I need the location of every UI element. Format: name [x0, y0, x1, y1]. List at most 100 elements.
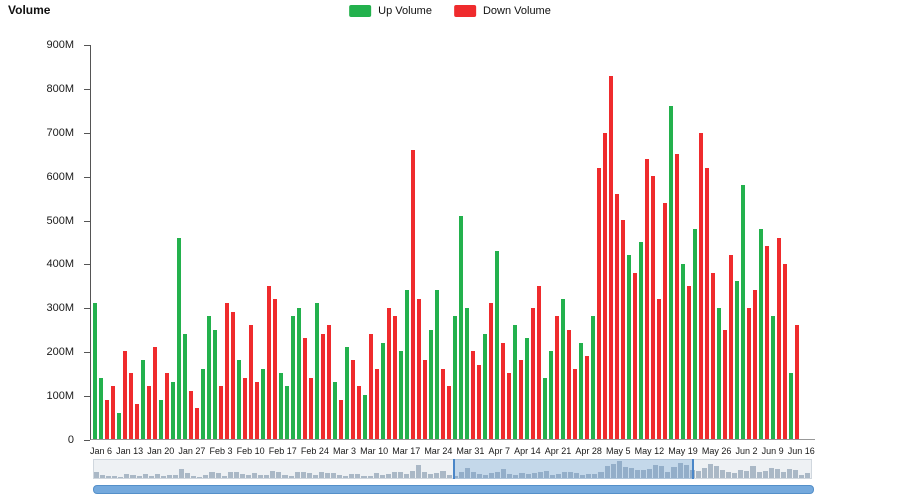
volume-bar-up[interactable] — [279, 373, 283, 439]
volume-bar-up[interactable] — [315, 303, 319, 439]
volume-bar-down[interactable] — [129, 373, 133, 439]
volume-bar-down[interactable] — [699, 132, 703, 439]
volume-bar-up[interactable] — [99, 377, 103, 439]
volume-bar-down[interactable] — [711, 272, 715, 439]
volume-bar-down[interactable] — [489, 303, 493, 439]
volume-bar-down[interactable] — [327, 325, 331, 439]
volume-bar-up[interactable] — [399, 351, 403, 439]
volume-bar-up[interactable] — [261, 368, 265, 439]
volume-bar-up[interactable] — [237, 360, 241, 439]
volume-bar-down[interactable] — [249, 325, 253, 439]
volume-bar-down[interactable] — [255, 382, 259, 439]
volume-bar-down[interactable] — [123, 351, 127, 439]
volume-bar-down[interactable] — [519, 360, 523, 439]
volume-bar-down[interactable] — [243, 377, 247, 439]
volume-bar-down[interactable] — [687, 285, 691, 439]
volume-bar-down[interactable] — [615, 193, 619, 439]
volume-bar-down[interactable] — [309, 377, 313, 439]
volume-bar-up[interactable] — [771, 316, 775, 439]
volume-bar-down[interactable] — [387, 307, 391, 439]
volume-bar-down[interactable] — [225, 303, 229, 439]
volume-bar-down[interactable] — [747, 307, 751, 439]
volume-bar-down[interactable] — [369, 333, 373, 439]
volume-bar-down[interactable] — [147, 386, 151, 439]
volume-bar-up[interactable] — [171, 382, 175, 439]
horizontal-scrollbar[interactable] — [93, 485, 814, 494]
volume-bar-up[interactable] — [579, 342, 583, 439]
volume-bar-down[interactable] — [567, 329, 571, 439]
volume-bar-up[interactable] — [405, 290, 409, 439]
volume-bar-down[interactable] — [531, 307, 535, 439]
volume-bar-down[interactable] — [219, 386, 223, 439]
volume-bar-up[interactable] — [297, 307, 301, 439]
volume-bar-down[interactable] — [411, 150, 415, 439]
volume-bar-up[interactable] — [459, 215, 463, 439]
volume-bar-down[interactable] — [273, 298, 277, 439]
volume-bar-down[interactable] — [105, 399, 109, 439]
volume-bar-down[interactable] — [339, 399, 343, 439]
volume-bar-down[interactable] — [267, 285, 271, 439]
volume-bar-up[interactable] — [183, 333, 187, 439]
volume-bar-up[interactable] — [561, 298, 565, 439]
volume-bar-down[interactable] — [417, 298, 421, 439]
volume-bar-down[interactable] — [165, 373, 169, 439]
volume-bar-down[interactable] — [777, 237, 781, 439]
volume-bar-down[interactable] — [663, 202, 667, 439]
volume-bar-up[interactable] — [543, 377, 547, 439]
volume-bar-up[interactable] — [381, 342, 385, 439]
volume-bar-down[interactable] — [621, 220, 625, 439]
volume-bar-down[interactable] — [135, 403, 139, 439]
volume-bar-down[interactable] — [783, 263, 787, 439]
volume-bar-up[interactable] — [639, 242, 643, 439]
volume-bar-up[interactable] — [159, 399, 163, 439]
volume-bar-up[interactable] — [345, 347, 349, 439]
volume-bar-down[interactable] — [477, 364, 481, 439]
legend-item-up[interactable]: Up Volume — [349, 5, 432, 17]
volume-bar-down[interactable] — [753, 290, 757, 439]
volume-bar-up[interactable] — [693, 228, 697, 439]
volume-bar-up[interactable] — [177, 237, 181, 439]
volume-bar-down[interactable] — [231, 312, 235, 439]
volume-bar-up[interactable] — [117, 412, 121, 439]
volume-bar-down[interactable] — [765, 246, 769, 439]
volume-bar-up[interactable] — [591, 316, 595, 439]
volume-bar-down[interactable] — [153, 347, 157, 439]
volume-bar-down[interactable] — [675, 154, 679, 439]
volume-bar-down[interactable] — [393, 316, 397, 439]
volume-bar-up[interactable] — [495, 250, 499, 439]
volume-bar-down[interactable] — [321, 333, 325, 439]
volume-bar-down[interactable] — [195, 408, 199, 439]
volume-bar-down[interactable] — [441, 368, 445, 439]
volume-bar-down[interactable] — [351, 360, 355, 439]
volume-bar-down[interactable] — [609, 75, 613, 439]
volume-bar-up[interactable] — [741, 185, 745, 439]
volume-bar-down[interactable] — [423, 360, 427, 439]
volume-bar-down[interactable] — [501, 342, 505, 439]
volume-bar-up[interactable] — [333, 382, 337, 439]
volume-bar-up[interactable] — [207, 316, 211, 439]
volume-bar-up[interactable] — [363, 395, 367, 439]
volume-bar-up[interactable] — [735, 281, 739, 439]
volume-bar-down[interactable] — [603, 132, 607, 439]
volume-bar-up[interactable] — [93, 303, 97, 439]
volume-bar-up[interactable] — [435, 290, 439, 439]
volume-bar-down[interactable] — [303, 338, 307, 439]
volume-bar-down[interactable] — [375, 368, 379, 439]
volume-bar-down[interactable] — [447, 386, 451, 439]
volume-bar-up[interactable] — [465, 307, 469, 439]
volume-bar-down[interactable] — [507, 373, 511, 439]
volume-bar-up[interactable] — [549, 351, 553, 439]
volume-bar-up[interactable] — [681, 263, 685, 439]
volume-bar-down[interactable] — [471, 351, 475, 439]
volume-bar-down[interactable] — [651, 176, 655, 439]
volume-bar-down[interactable] — [111, 386, 115, 439]
volume-bar-up[interactable] — [429, 329, 433, 439]
volume-bar-up[interactable] — [759, 228, 763, 439]
volume-bar-down[interactable] — [729, 255, 733, 439]
volume-bar-down[interactable] — [633, 272, 637, 439]
volume-bar-down[interactable] — [189, 390, 193, 439]
volume-bar-down[interactable] — [723, 329, 727, 439]
navigator-selection[interactable] — [452, 459, 694, 479]
volume-bar-down[interactable] — [573, 368, 577, 439]
volume-bar-up[interactable] — [285, 386, 289, 439]
